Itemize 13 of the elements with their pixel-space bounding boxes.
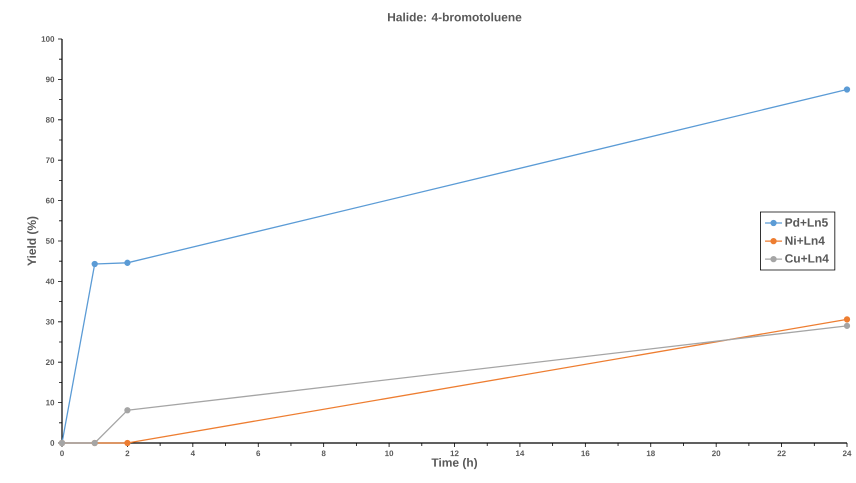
point	[124, 407, 131, 414]
legend-label: Ni+Ln4	[785, 236, 825, 245]
legend-label: Cu+Ln4	[785, 254, 829, 263]
point	[124, 260, 131, 266]
y-axis-title: Yield (%)	[27, 216, 38, 266]
point	[844, 316, 850, 323]
point	[844, 322, 850, 329]
chart-title: Halide: 4-bromotoluene	[388, 12, 522, 22]
point	[844, 86, 850, 93]
legend-label: Pd+Ln5	[785, 218, 828, 227]
x-axis-title: Time (h)	[432, 458, 478, 470]
point	[92, 260, 98, 268]
point	[124, 440, 131, 446]
